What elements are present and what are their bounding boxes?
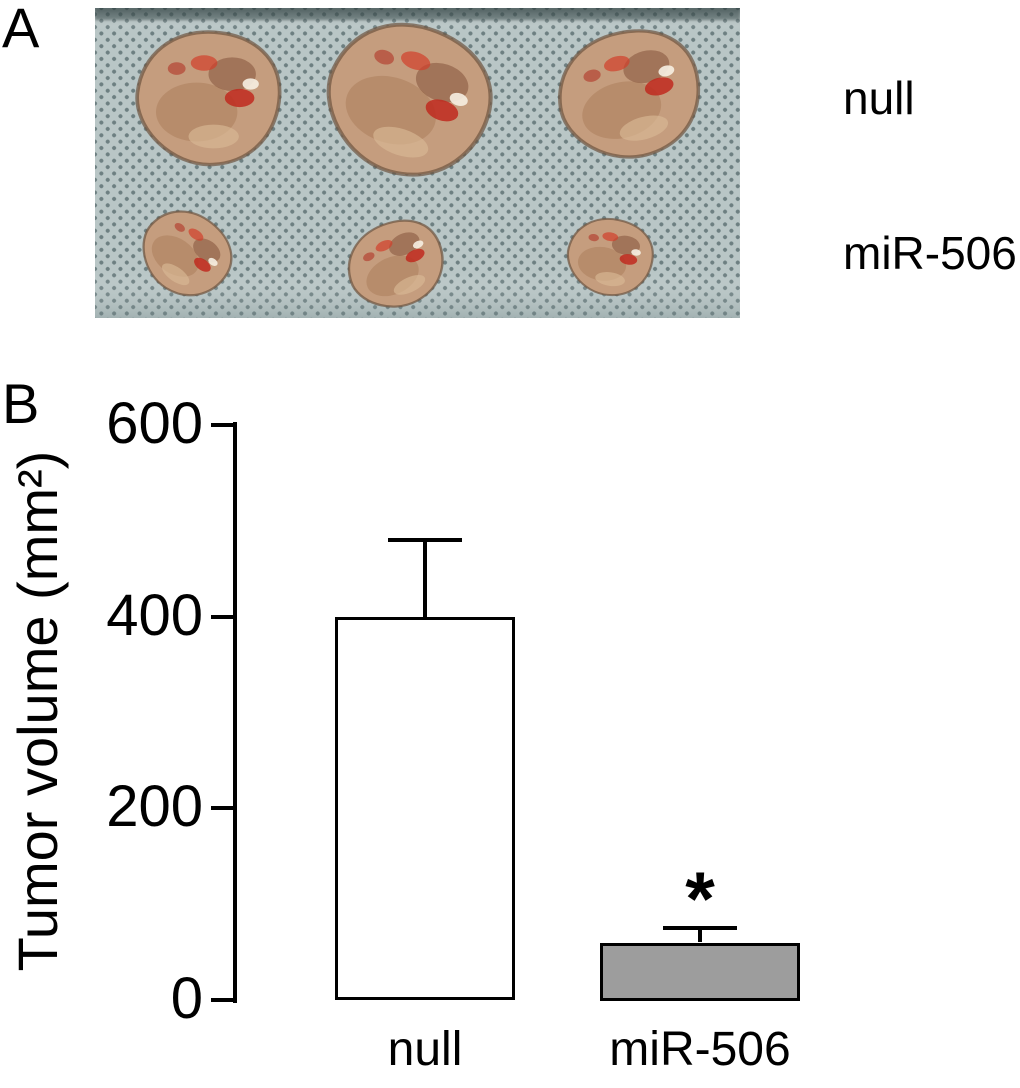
error-bar-line (698, 928, 702, 942)
x-category-label: miR-506 (609, 1023, 791, 1076)
error-bar-cap (663, 926, 737, 930)
y-axis-label: Tumor volume (mm²) (6, 450, 69, 972)
x-category-label: null (387, 1023, 463, 1076)
significance-marker: * (685, 857, 715, 942)
row-label-null: null (843, 72, 915, 124)
y-tick-label: 600 (106, 391, 203, 456)
y-axis-tick (211, 423, 233, 427)
tumor-null-1 (137, 32, 279, 165)
y-tick-label: 400 (106, 583, 203, 648)
row-label-mir506: miR-506 (843, 227, 1017, 279)
y-axis-tick (211, 806, 233, 810)
error-bar-cap (388, 538, 462, 542)
bar-miR-506 (600, 943, 800, 1001)
y-axis-tick (211, 615, 233, 619)
y-tick-label: 200 (106, 774, 203, 839)
y-axis-line (233, 422, 237, 1003)
bar-null (335, 617, 515, 1000)
panel-a-label: A (2, 0, 40, 59)
y-axis-tick (211, 998, 233, 1002)
y-tick-label: 0 (170, 966, 203, 1031)
error-bar-line (423, 540, 427, 617)
tumor-photo-svg (95, 8, 740, 318)
photo-top-edge (95, 8, 740, 20)
panel-b-label: B (2, 372, 40, 435)
tumor-photo (95, 8, 740, 318)
